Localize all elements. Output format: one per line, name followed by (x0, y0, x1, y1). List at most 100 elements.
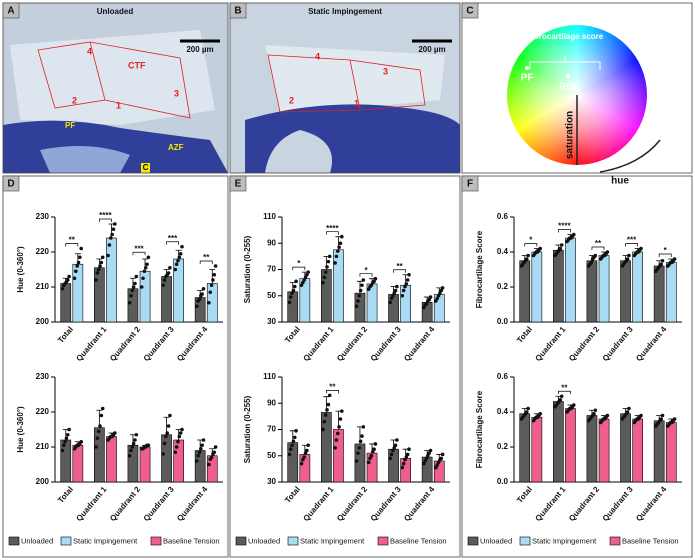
data-point (291, 439, 296, 444)
data-point (145, 262, 149, 267)
data-point (389, 452, 394, 457)
bar (665, 422, 677, 483)
letter-box (461, 175, 479, 192)
data-point (209, 455, 214, 460)
data-point (305, 448, 309, 453)
data-point (659, 262, 663, 267)
tissue (40, 146, 130, 173)
data-point (60, 448, 65, 453)
legend-label: Static Impingement (532, 536, 597, 545)
data-point (605, 413, 610, 418)
data-point (207, 300, 211, 305)
data-point (72, 276, 77, 281)
panel-letter: B (234, 6, 241, 17)
y-tick-label: 0.0 (497, 317, 509, 326)
data-point (197, 297, 202, 302)
letter-box (2, 175, 20, 192)
sig-bracket (65, 243, 79, 247)
sig-bracket (591, 246, 605, 250)
region-label: CTF (128, 60, 146, 70)
x-tick-label: Quadrant 4 (402, 324, 436, 363)
region-label: 2 (289, 95, 294, 105)
data-point (176, 258, 180, 263)
data-point (428, 295, 433, 299)
data-point (164, 434, 168, 439)
legend-swatch (609, 536, 621, 546)
sig-label: * (664, 246, 668, 255)
data-point (290, 443, 294, 448)
sig-bracket (359, 273, 373, 277)
data-point (98, 264, 102, 268)
data-point (129, 293, 133, 298)
data-point (130, 288, 135, 293)
data-point (194, 304, 199, 309)
sig-label: ** (396, 262, 403, 271)
data-point (639, 246, 643, 251)
y-axis-label: Saturation (0-255) (243, 395, 252, 463)
data-point (127, 300, 132, 305)
data-point (162, 441, 167, 446)
wheel-label: ROI (559, 82, 577, 93)
data-point (334, 254, 339, 259)
y-tick-label: 110 (263, 372, 276, 381)
x-tick-label: Quadrant 3 (601, 324, 635, 363)
data-point (212, 272, 217, 277)
legend-label: Static Impingement (73, 536, 138, 545)
letter-box (229, 175, 247, 192)
data-point (369, 453, 374, 458)
data-point (200, 443, 204, 448)
fibers (265, 45, 445, 115)
x-tick-label: Quadrant 1 (302, 484, 336, 523)
data-point (627, 406, 631, 411)
y-axis-label: Fibrocartilage Score (475, 230, 484, 308)
x-tick-label: Quadrant 2 (335, 484, 369, 523)
data-point (335, 249, 340, 253)
y-tick-label: 50 (267, 451, 276, 460)
data-point (74, 269, 78, 274)
region-label: 1 (116, 100, 121, 110)
data-point (78, 255, 82, 260)
data-point (559, 243, 564, 247)
x-tick-label: Quadrant 3 (142, 484, 176, 523)
wheel-label: PF (521, 73, 534, 84)
data-point (208, 290, 213, 295)
panel-border (461, 175, 693, 558)
bar (94, 427, 105, 483)
data-point (322, 419, 327, 424)
sig-bracket (524, 243, 538, 247)
x-tick-label: Quadrant 1 (534, 484, 568, 523)
data-point (143, 265, 148, 270)
sig-bracket (166, 241, 179, 245)
data-point (407, 272, 411, 277)
letter-box (461, 2, 479, 19)
data-point (95, 436, 100, 441)
data-point (291, 288, 296, 293)
bar (139, 446, 151, 483)
x-tick-label: Quadrant 1 (534, 324, 568, 363)
data-point (294, 429, 298, 433)
y-tick-label: 210 (36, 442, 50, 451)
data-point (401, 288, 406, 293)
data-point (659, 417, 663, 421)
panel-letter: C (466, 6, 473, 17)
data-point (287, 300, 292, 305)
bar (665, 262, 677, 323)
data-point (67, 274, 71, 279)
sig-label: **** (326, 224, 339, 233)
bar (72, 263, 84, 323)
x-tick-label: Quadrant 1 (75, 324, 109, 363)
data-point (589, 260, 594, 265)
data-point (130, 445, 135, 449)
data-point (174, 445, 179, 449)
data-point (373, 442, 378, 446)
tissue (245, 104, 460, 173)
data-point (358, 439, 363, 444)
sig-label: **** (558, 222, 571, 231)
bar (632, 418, 643, 483)
data-point (61, 443, 66, 448)
data-point (67, 427, 71, 432)
data-point (173, 267, 178, 272)
data-point (64, 436, 69, 441)
data-point (177, 434, 182, 439)
